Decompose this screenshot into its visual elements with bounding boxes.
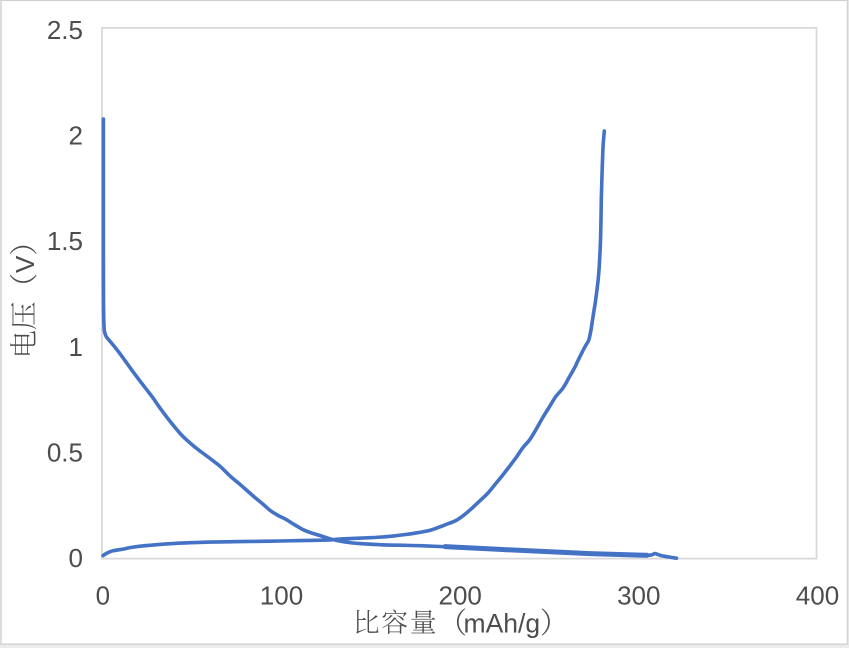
svg-text:100: 100 bbox=[260, 580, 303, 610]
svg-text:300: 300 bbox=[617, 580, 660, 610]
svg-text:mAh/g: mAh/g bbox=[464, 609, 541, 639]
svg-text:0: 0 bbox=[69, 543, 83, 573]
svg-text:400: 400 bbox=[796, 580, 839, 610]
svg-text:200: 200 bbox=[439, 580, 482, 610]
svg-text:1: 1 bbox=[69, 332, 83, 362]
svg-text:2.5: 2.5 bbox=[47, 15, 83, 45]
svg-text:2: 2 bbox=[69, 121, 83, 151]
svg-text:0: 0 bbox=[96, 580, 110, 610]
svg-text:V: V bbox=[10, 255, 40, 273]
svg-text:0.5: 0.5 bbox=[47, 437, 83, 467]
svg-text:1.5: 1.5 bbox=[47, 226, 83, 256]
